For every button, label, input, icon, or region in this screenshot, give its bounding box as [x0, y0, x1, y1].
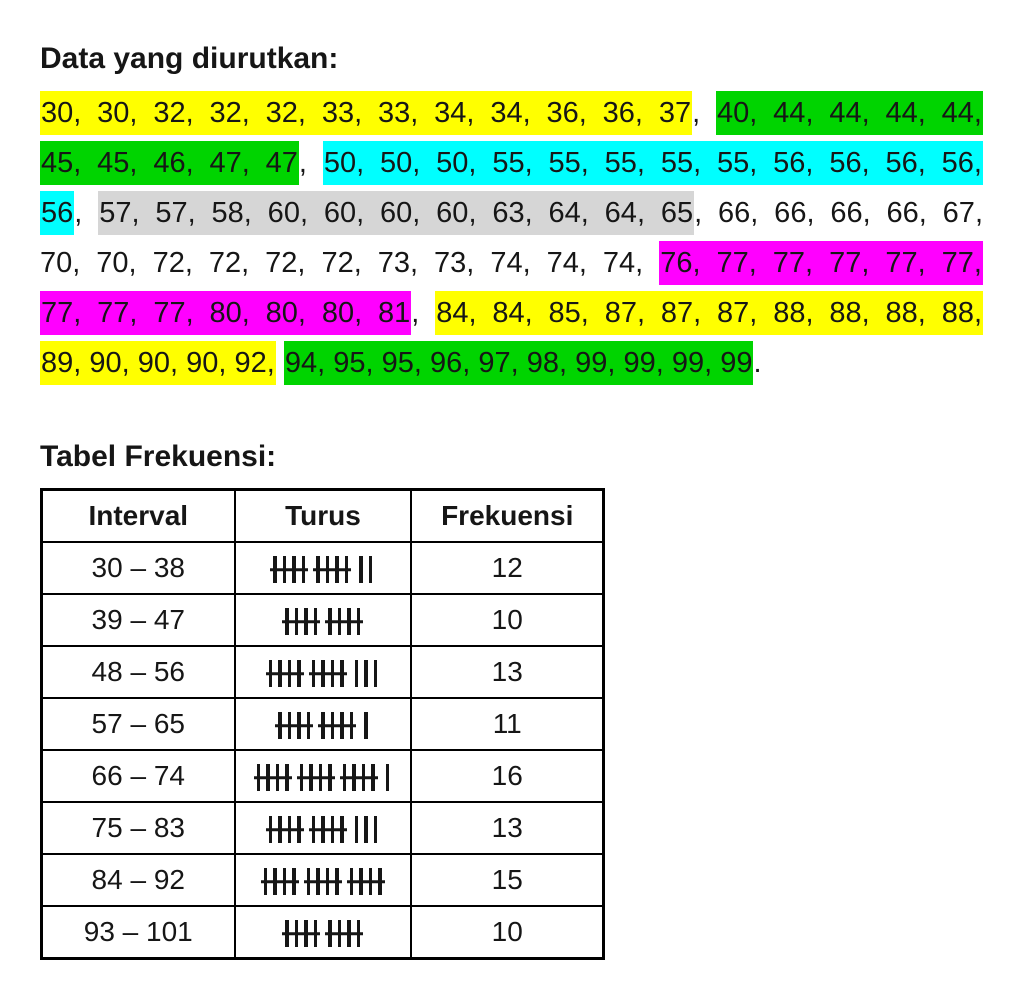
tally-group-of-five: [256, 764, 289, 792]
sorted-data: 30, 30, 32, 32, 32, 33, 33, 34, 34, 36, …: [40, 88, 984, 388]
table-header-row: Interval Turus Frekuensi: [40, 488, 605, 543]
interval-cell: 39 – 47: [40, 593, 236, 647]
tally-marks: [273, 556, 373, 584]
tally-marks: [268, 816, 378, 844]
data-segment-green: 45, 45, 46, 47, 47: [40, 141, 299, 185]
tally-group-of-five: [306, 868, 339, 896]
page-title: Data yang diurutkan:: [40, 42, 339, 75]
data-segment: ,: [74, 197, 99, 229]
data-segment-green: 94, 95, 95, 96, 97, 98, 99, 99, 99, 99: [283, 341, 754, 385]
table-row: 30 – 38 12: [40, 541, 605, 595]
tally-marks: [263, 868, 382, 896]
data-segment-magenta: 77, 77, 77, 80, 80, 80, 81: [40, 291, 412, 335]
tally-cell: [233, 749, 413, 803]
frequency-cell: 10: [410, 905, 605, 960]
data-line: 70, 70, 72, 72, 72, 72, 73, 73, 74, 74, …: [40, 238, 983, 288]
frequency-cell: 16: [410, 749, 605, 803]
tally-group-of-five: [268, 660, 301, 688]
tally-group-of-five: [316, 556, 349, 584]
data-line: 56, 57, 57, 58, 60, 60, 60, 60, 63, 64, …: [40, 188, 983, 238]
data-segment: .: [753, 347, 762, 379]
tally-group-of-1: [364, 712, 368, 740]
frequency-cell: 15: [410, 853, 605, 907]
tally-group-of-five: [311, 816, 344, 844]
data-segment: ,: [692, 97, 717, 129]
column-header-interval: Interval: [40, 488, 236, 543]
table-row: 75 – 83 13: [40, 801, 605, 855]
tally-group-of-five: [342, 764, 375, 792]
data-segment: ,: [411, 297, 436, 329]
tally-group-of-five: [285, 920, 318, 948]
tally-group-of-five: [263, 868, 296, 896]
table-row: 66 – 74 16: [40, 749, 605, 803]
tally-group-of-five: [268, 816, 301, 844]
interval-cell: 84 – 92: [40, 853, 236, 907]
frequency-cell: 13: [410, 645, 605, 699]
tally-group-of-five: [328, 608, 361, 636]
tally-marks: [285, 608, 361, 636]
interval-cell: 93 – 101: [40, 905, 236, 960]
tally-group-of-five: [349, 868, 382, 896]
data-line: 30, 30, 32, 32, 32, 33, 33, 34, 34, 36, …: [40, 88, 983, 138]
data-segment: ,: [298, 147, 323, 179]
table-row: 84 – 92 15: [40, 853, 605, 907]
tally-group-of-five: [285, 608, 318, 636]
frequency-table: Interval Turus Frekuensi 30 – 38 12 39 – 4…: [40, 488, 605, 960]
data-segment-green: 40, 44, 44, 44, 44,: [716, 91, 983, 135]
tally-group-of-five: [273, 556, 306, 584]
data-segment: , 66, 66, 66, 66, 67,: [694, 197, 983, 229]
tally-cell: [233, 697, 413, 751]
tally-cell: [233, 853, 413, 907]
data-segment-yellow: 84, 84, 85, 87, 87, 87, 88, 88, 88, 88,: [435, 291, 984, 335]
tally-cell: [233, 593, 413, 647]
table-row: 93 – 101 10: [40, 905, 605, 960]
tally-group-of-five: [321, 712, 354, 740]
data-segment-cyan: 56: [40, 191, 75, 235]
interval-cell: 66 – 74: [40, 749, 236, 803]
table-row: 57 – 65 11: [40, 697, 605, 751]
tally-group-of-3: [354, 660, 378, 688]
tally-group-of-five: [311, 660, 344, 688]
interval-cell: 30 – 38: [40, 541, 236, 595]
tally-marks: [268, 660, 378, 688]
tally-group-of-five: [328, 920, 361, 948]
frequency-cell: 10: [410, 593, 605, 647]
tally-group-of-1: [385, 764, 390, 792]
tally-cell: [233, 905, 413, 960]
table-title: Tabel Frekuensi:: [40, 440, 277, 473]
tally-group-of-five: [299, 764, 332, 792]
tally-cell: [233, 541, 413, 595]
interval-cell: 48 – 56: [40, 645, 236, 699]
frequency-cell: 13: [410, 801, 605, 855]
data-line: 77, 77, 77, 80, 80, 80, 81, 84, 84, 85, …: [40, 288, 984, 338]
interval-cell: 57 – 65: [40, 697, 236, 751]
table-row: 39 – 47 10: [40, 593, 605, 647]
tally-group-of-2: [359, 556, 373, 584]
tally-marks: [278, 712, 368, 740]
tally-group-of-3: [354, 816, 378, 844]
tally-cell: [233, 645, 413, 699]
frequency-cell: 11: [410, 697, 605, 751]
data-segment-cyan: 50, 50, 50, 55, 55, 55, 55, 55, 56, 56, …: [322, 141, 983, 185]
data-segment-yellow: 89, 90, 90, 90, 92,: [40, 341, 276, 385]
data-segment: 70, 70, 72, 72, 72, 72, 73, 73, 74, 74, …: [40, 247, 660, 279]
tally-marks: [256, 764, 390, 792]
tally-cell: [233, 801, 413, 855]
interval-cell: 75 – 83: [40, 801, 236, 855]
data-segment-gray: 57, 57, 58, 60, 60, 60, 60, 63, 64, 64, …: [98, 191, 695, 235]
data-segment-magenta: 76, 77, 77, 77, 77, 77,: [659, 241, 983, 285]
data-segment-yellow: 30, 30, 32, 32, 32, 33, 33, 34, 34, 36, …: [40, 91, 693, 135]
column-header-frekuensi: Frekuensi: [410, 488, 605, 543]
column-header-turus: Turus: [233, 488, 413, 543]
data-line: 45, 45, 46, 47, 47, 50, 50, 50, 55, 55, …: [40, 138, 983, 188]
table-row: 48 – 56 13: [40, 645, 605, 699]
tally-marks: [285, 920, 361, 948]
data-segment: [276, 347, 284, 379]
frequency-cell: 12: [410, 541, 605, 595]
data-line: 89, 90, 90, 90, 92, 94, 95, 95, 96, 97, …: [40, 338, 983, 388]
tally-group-of-five: [278, 712, 311, 740]
